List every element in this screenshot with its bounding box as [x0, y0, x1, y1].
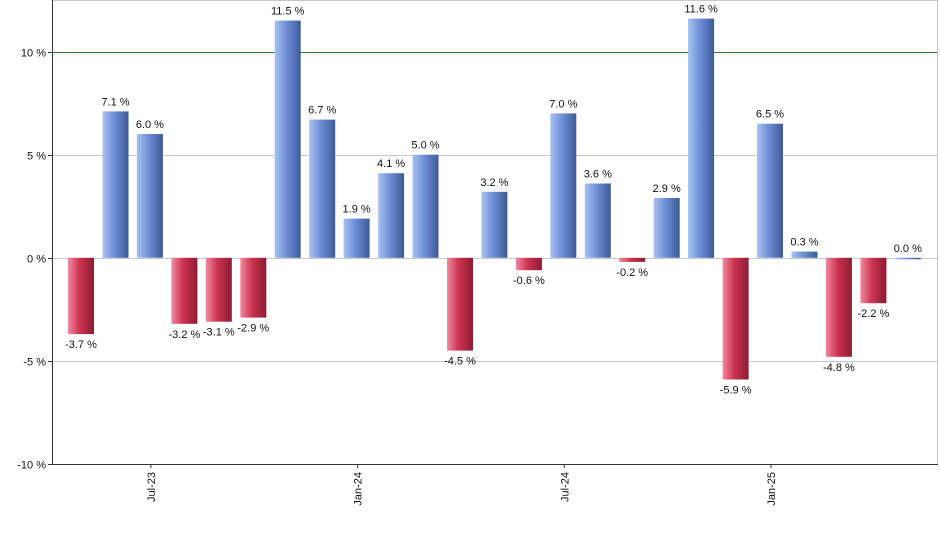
data-labels-group: -3.7 % 7.1 % 6.0 % -3.2 % -3.1 % -2.9 % 11.5 %…: [65, 4, 922, 397]
data-label-23: -2.2 %: [858, 308, 890, 320]
x-tick-label-2: Jul-24: [559, 472, 571, 502]
data-label-14: 7.0 %: [549, 98, 577, 110]
data-label-2: 6.0 %: [136, 119, 164, 131]
bar-15: [584, 183, 611, 258]
data-label-9: 4.1 %: [377, 158, 405, 170]
x-tick-label-1: Jan-24: [353, 472, 365, 506]
bar-13: [515, 257, 542, 271]
bar-0: [68, 257, 94, 335]
bar-11: [447, 257, 473, 351]
data-label-18: 11.6 %: [684, 4, 718, 16]
data-label-1: 7.1 %: [101, 96, 129, 108]
bar-8: [343, 218, 370, 258]
bar-24: [894, 257, 921, 260]
data-label-12: 3.2 %: [480, 177, 508, 189]
bar-23: [860, 257, 887, 304]
data-label-7: 6.7 %: [308, 105, 336, 117]
data-label-4: -3.1 %: [203, 327, 235, 339]
bar-20: [757, 123, 783, 258]
bar-6: [274, 20, 301, 258]
data-label-6: 11.5 %: [271, 6, 305, 18]
bar-16: [619, 257, 646, 262]
x-tick-label-0: Jul-23: [146, 472, 158, 502]
data-label-15: 3.6 %: [584, 169, 612, 181]
bar-17: [653, 198, 680, 258]
bar-22: [825, 257, 852, 357]
bar-14: [550, 113, 577, 258]
data-label-8: 1.9 %: [343, 204, 371, 216]
data-label-10: 5.0 %: [411, 140, 439, 152]
bar-7: [309, 119, 336, 258]
bar-1: [102, 111, 129, 258]
y-tick-label-2: 0 %: [27, 254, 46, 266]
bars-group: [68, 18, 921, 380]
data-label-16: -0.2 %: [616, 267, 648, 279]
y-tick-label-3: 5 %: [27, 151, 46, 163]
bar-19: [722, 257, 749, 380]
bar-2: [136, 134, 163, 258]
y-tick-label-1: -5 %: [23, 357, 46, 369]
data-label-3: -3.2 %: [169, 329, 201, 341]
data-label-19: -5.9 %: [720, 384, 752, 396]
data-label-21: 0.3 %: [790, 237, 818, 249]
data-label-24: 0.0 %: [894, 243, 922, 255]
data-label-0: -3.7 %: [65, 339, 97, 351]
bar-10: [412, 154, 439, 258]
y-tick-label-4: 10 %: [21, 48, 46, 60]
data-label-17: 2.9 %: [653, 183, 681, 195]
bar-4: [205, 257, 232, 322]
bar-5: [240, 257, 267, 318]
data-label-5: -2.9 %: [237, 323, 269, 335]
bar-18: [688, 18, 715, 258]
x-tick-label-3: Jan-25: [766, 472, 778, 506]
bar-21: [791, 251, 818, 258]
data-label-13: -0.6 %: [513, 275, 545, 287]
data-label-22: -4.8 %: [823, 362, 855, 374]
data-label-20: 6.5 %: [756, 109, 784, 121]
bar-9: [378, 173, 405, 258]
axes: -10 % -5 % 0 % 5 % 10 % Jul-23 Jan-24 Jul-24 Jan…: [17, 0, 938, 506]
bar-3: [171, 257, 198, 324]
bar-12: [481, 191, 508, 258]
data-label-11: -4.5 %: [444, 356, 476, 368]
y-tick-label-0: -10 %: [17, 460, 46, 472]
